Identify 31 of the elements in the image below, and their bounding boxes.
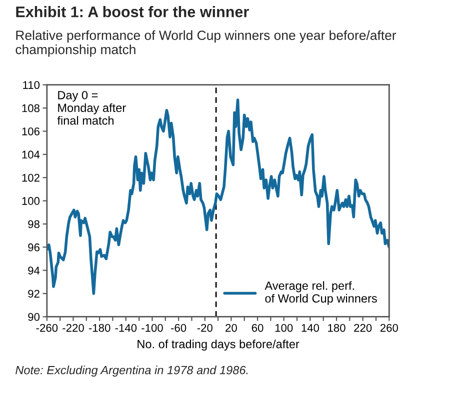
legend-label: Average rel. perf. of World Cup winners xyxy=(264,281,377,305)
y-tick-label: 110 xyxy=(23,81,40,89)
y-tick-label: 102 xyxy=(22,174,40,182)
x-tick-label: -140 xyxy=(115,324,137,332)
y-tick-label: 96 xyxy=(28,243,40,252)
x-tick-label: 260 xyxy=(380,324,398,332)
annotation: Day 0 = Monday after final match xyxy=(57,90,126,125)
x-tick-label: 100 xyxy=(275,324,293,332)
text: Note: Excluding Argentina in 1978 and 1986. xyxy=(16,366,248,377)
x-tick-label: -220 xyxy=(62,324,84,332)
y-tick-label: 108 xyxy=(22,104,40,112)
x-tick-label: 180 xyxy=(328,324,346,332)
x-tick-label: -60 xyxy=(171,324,186,332)
x-tick-label: 220 xyxy=(354,324,372,332)
x-tick-label: 140 xyxy=(302,324,320,332)
chart-subtitle: Relative performance of World Cup winners one year before/after championship match xyxy=(16,30,396,57)
x-tick-label: -260 xyxy=(36,324,58,332)
y-tick-label: 106 xyxy=(22,127,40,136)
x-tick-label: -20 xyxy=(197,324,212,332)
x-tick-label: 60 xyxy=(252,324,264,332)
x-axis-title: No. of trading days before/after xyxy=(138,340,300,351)
chart-title: Exhibit 1: A boost for the winner xyxy=(16,6,249,18)
y-tick-label: 94 xyxy=(28,266,40,274)
x-tick-label: -180 xyxy=(88,324,110,332)
y-tick-label: 100 xyxy=(22,197,40,205)
x-tick-label: -100 xyxy=(142,324,163,332)
y-tick-label: 98 xyxy=(28,220,40,228)
x-tick-label: 20 xyxy=(226,324,237,332)
y-tick-label: 92 xyxy=(28,290,40,298)
y-tick-label: 104 xyxy=(22,150,40,159)
y-tick-label: 90 xyxy=(28,313,40,321)
